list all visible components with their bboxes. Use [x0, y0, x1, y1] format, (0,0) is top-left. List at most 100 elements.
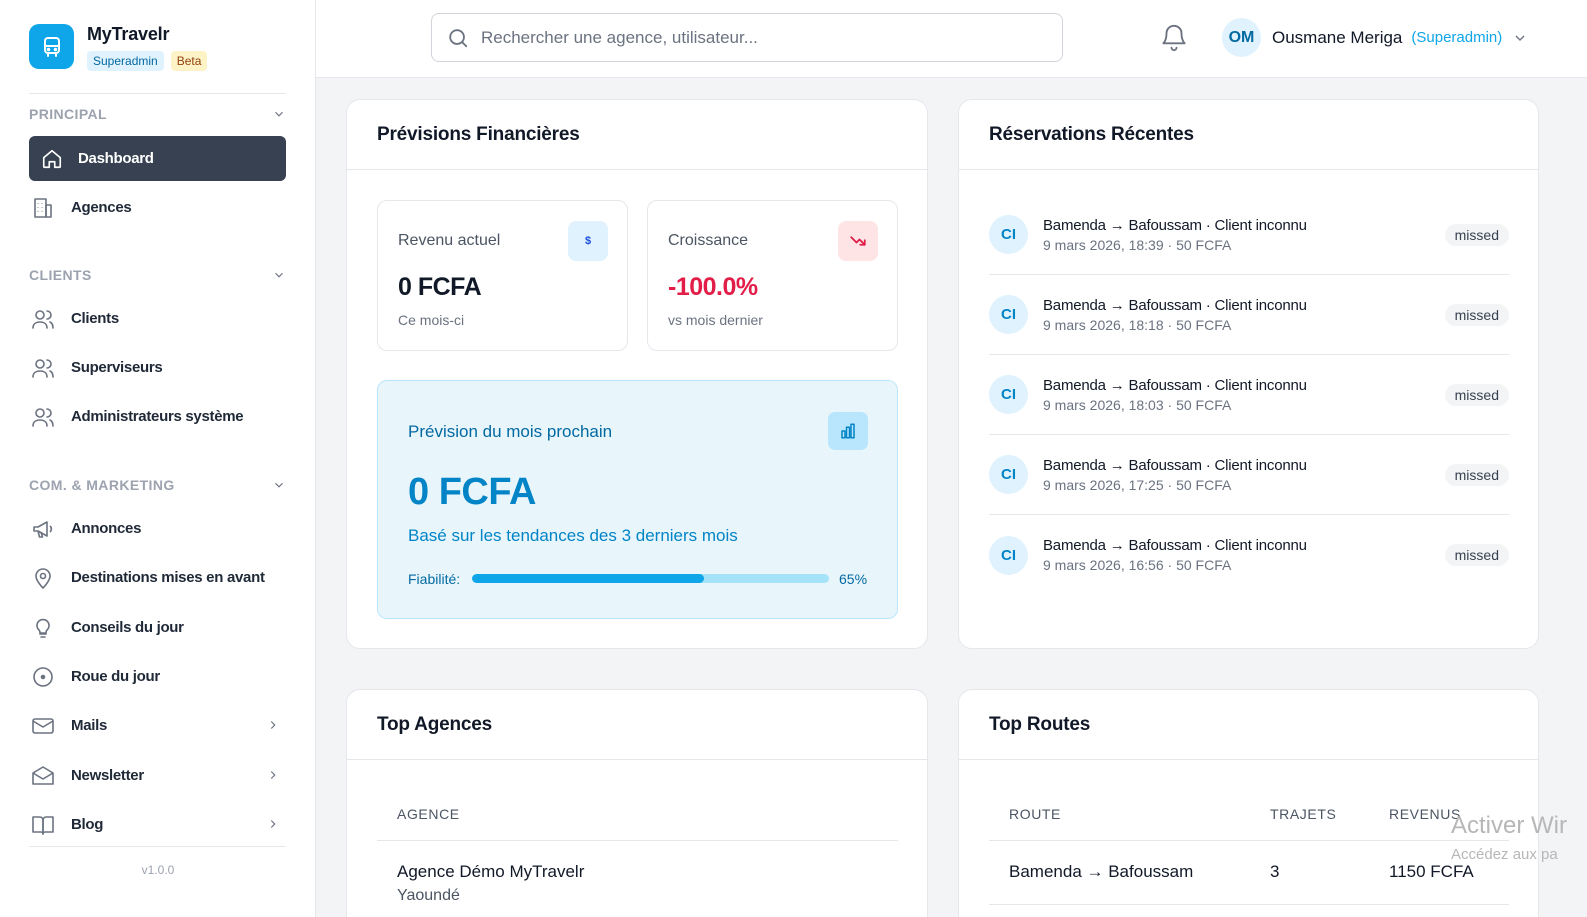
reservations-card: Réservations Récentes CI Bamenda → Bafou…: [958, 99, 1539, 649]
avatar: OM: [1222, 18, 1261, 57]
column-header: TRAJETS: [1270, 806, 1337, 822]
dollar-icon: $: [568, 221, 608, 261]
user-menu[interactable]: OM Ousmane Meriga (Superadmin): [1222, 18, 1528, 57]
agency-name[interactable]: Agence Démo MyTravelr: [397, 862, 585, 881]
route-name[interactable]: Bamenda → Bafoussam: [1009, 862, 1194, 881]
growth-stat: Croissance -100.0% vs mois dernier: [647, 200, 898, 351]
sidebar-item-label: Administrateurs système: [71, 408, 244, 425]
users-icon: [31, 356, 55, 380]
sidebar-item-label: Mails: [71, 717, 108, 734]
divider: [377, 840, 898, 841]
sidebar-item-label: Agences: [71, 199, 132, 216]
card-title: Top Routes: [989, 713, 1091, 735]
sidebar-item-label: Roue du jour: [71, 668, 160, 685]
avatar: CI: [989, 535, 1028, 575]
reservation-route: Bamenda → Bafoussam · Client inconnu: [1043, 216, 1307, 234]
bar-chart-icon: [828, 412, 868, 450]
brand[interactable]: MyTravelr Superadmin Beta: [29, 24, 208, 71]
app-version: v1.0.0: [141, 863, 175, 877]
avatar: CI: [989, 295, 1028, 334]
reliability-label: Fiabilité:: [408, 571, 461, 587]
card-title: Réservations Récentes: [989, 123, 1194, 145]
divider: [29, 93, 286, 94]
sidebar-item-agences[interactable]: Agences: [29, 185, 286, 230]
sidebar-item-blog[interactable]: Blog: [29, 802, 286, 847]
sidebar-item-dashboard[interactable]: Dashboard: [29, 136, 286, 181]
reliability-bar: [472, 574, 829, 583]
revenue-stat: Revenu actuel $ 0 FCFA Ce mois-ci: [377, 200, 628, 351]
book-icon: [31, 813, 55, 837]
status-badge: missed: [1444, 224, 1509, 246]
route-revenue: 1150 FCFA: [1389, 862, 1474, 881]
forecast-value: 0 FCFA: [408, 471, 536, 513]
sidebar-item-clients[interactable]: Clients: [29, 296, 286, 341]
reservation-item[interactable]: CI Bamenda → Bafoussam · Client inconnu …: [989, 195, 1509, 275]
sidebar-item-mails[interactable]: Mails: [29, 703, 286, 748]
reservation-meta: 9 mars 2026, 18:03 · 50 FCFA: [1043, 396, 1232, 413]
column-header: REVENUS: [1389, 806, 1461, 822]
search-input[interactable]: [481, 27, 1041, 48]
topbar: OM Ousmane Meriga (Superadmin): [316, 0, 1587, 78]
reservation-meta: 9 mars 2026, 16:56 · 50 FCFA: [1043, 557, 1232, 573]
bell-icon[interactable]: [1159, 22, 1189, 57]
reliability-bar-fill: [472, 574, 705, 583]
activation-watermark-sub: Accédez aux pa: [1451, 846, 1558, 863]
sidebar-item-newsletter[interactable]: Newsletter: [29, 753, 286, 798]
sidebar-item-admins[interactable]: Administrateurs système: [29, 394, 286, 439]
status-badge: missed: [1444, 384, 1509, 406]
forecast-panel: Prévision du mois prochain 0 FCFA Basé s…: [377, 380, 898, 619]
trending-down-icon: [838, 221, 878, 261]
section-principal[interactable]: PRINCIPAL: [29, 106, 286, 122]
mail-open-icon: [31, 764, 55, 788]
finance-card: Prévisions Financières Revenu actuel $ 0…: [346, 99, 928, 649]
role-badge: Superadmin: [87, 51, 164, 71]
section-title: CLIENTS: [29, 267, 92, 283]
sidebar-item-roue[interactable]: Roue du jour: [29, 654, 286, 699]
sidebar-item-conseils[interactable]: Conseils du jour: [29, 605, 286, 650]
sidebar: MyTravelr Superadmin Beta PRINCIPAL Dash…: [0, 0, 316, 917]
reservation-item[interactable]: CI Bamenda → Bafoussam · Client inconnu …: [989, 435, 1509, 515]
chevron-down-icon: [275, 111, 283, 117]
route-trips: 3: [1270, 862, 1280, 881]
sidebar-item-annonces[interactable]: Annonces: [29, 506, 286, 551]
reservation-route: Bamenda → Bafoussam · Client inconnu: [1043, 296, 1307, 314]
stat-sub: vs mois dernier: [668, 312, 763, 328]
section-clients[interactable]: CLIENTS: [29, 267, 286, 283]
sidebar-item-label: Newsletter: [71, 767, 144, 784]
mail-icon: [31, 714, 55, 738]
sidebar-item-label: Destinations mises en avant: [71, 569, 265, 586]
chevron-right-icon: [270, 771, 276, 779]
sidebar-item-superviseurs[interactable]: Superviseurs: [29, 345, 286, 390]
reservation-item[interactable]: CI Bamenda → Bafoussam · Client inconnu …: [989, 275, 1509, 355]
card-title: Prévisions Financières: [377, 123, 580, 145]
reservation-meta: 9 mars 2026, 18:39 · 50 FCFA: [1043, 236, 1232, 253]
sidebar-item-destinations[interactable]: Destinations mises en avant: [29, 555, 286, 600]
activation-watermark: Activer Wir: [1451, 812, 1567, 839]
reservation-route: Bamenda → Bafoussam · Client inconnu: [1043, 376, 1307, 394]
divider: [989, 904, 1509, 905]
agency-city: Yaoundé: [397, 887, 460, 904]
status-badge: missed: [1444, 464, 1509, 486]
divider: [29, 846, 286, 847]
chevron-down-icon: [275, 482, 283, 488]
top-agencies-card: Top Agences AGENCE Agence Démo MyTravelr…: [346, 689, 928, 917]
users-icon: [31, 307, 55, 331]
status-badge: missed: [1444, 304, 1509, 326]
users-icon: [31, 405, 55, 429]
user-role: (Superadmin): [1411, 29, 1503, 46]
reservation-item[interactable]: CI Bamenda → Bafoussam · Client inconnu …: [989, 355, 1509, 435]
forecast-desc: Basé sur les tendances des 3 derniers mo…: [408, 526, 738, 545]
chevron-right-icon: [270, 721, 276, 729]
search-box[interactable]: [431, 13, 1063, 62]
megaphone-icon: [31, 517, 55, 541]
stat-label: Revenu actuel: [398, 232, 501, 249]
chevron-right-icon: [270, 820, 276, 828]
reservation-item[interactable]: CI Bamenda → Bafoussam · Client inconnu …: [989, 515, 1509, 595]
reservation-meta: 9 mars 2026, 17:25 · 50 FCFA: [1043, 476, 1232, 493]
chevron-down-icon: [1515, 35, 1525, 41]
beta-badge: Beta: [170, 51, 208, 71]
reliability-value: 65%: [839, 571, 868, 587]
reservation-route: Bamenda → Bafoussam · Client inconnu: [1043, 537, 1307, 554]
section-marketing[interactable]: COM. & MARKETING: [29, 477, 286, 493]
bus-icon: [29, 24, 74, 69]
